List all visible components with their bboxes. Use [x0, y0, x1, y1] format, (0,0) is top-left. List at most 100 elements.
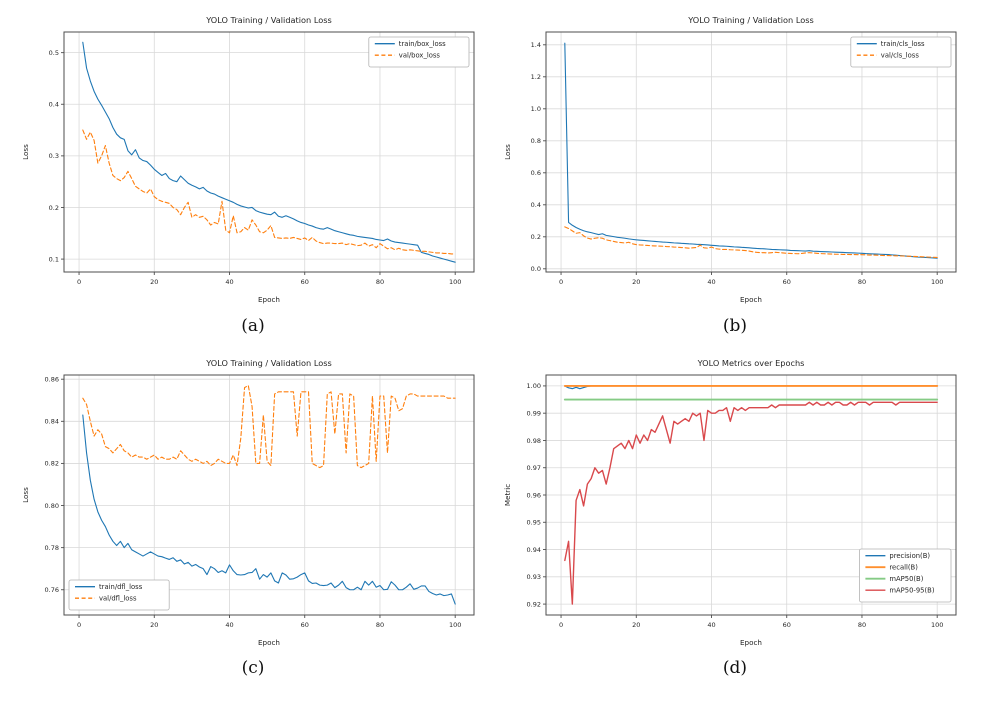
chart-b-canvas: 0 20 40 60 80 100 0.0 0.2 0.4 0.6 0.8 1.0 1.2 1.4 YOLO…	[503, 15, 957, 304]
series-train-dfl_loss	[82, 414, 456, 605]
x-tick-label: 20	[150, 278, 158, 286]
x-tick-label: 0	[559, 621, 563, 629]
y-axis-label: Metric	[503, 484, 512, 506]
x-axis-label: Epoch	[740, 295, 762, 304]
x-axis-label: Epoch	[258, 295, 280, 304]
x-tick-label: 20	[632, 621, 640, 629]
y-tick-label: 0.3	[49, 152, 59, 160]
legend-label-0: train/box_loss	[399, 40, 446, 48]
grid	[64, 375, 474, 615]
x-tick-label: 60	[301, 278, 309, 286]
y-axis-label: Loss	[21, 487, 30, 503]
y-tick-label: 0.4	[531, 201, 541, 209]
x-tick-label: 40	[225, 278, 233, 286]
legend: precision(B) recall(B) mAP50(B) mAP50-95(B)	[858, 548, 952, 603]
series-group	[564, 42, 938, 259]
x-tick-label: 60	[783, 621, 791, 629]
x-tick-label: 80	[376, 278, 384, 286]
y-tick-label: 0.5	[49, 49, 59, 57]
y-tick-label: 0.1	[49, 255, 59, 263]
chart-panel-d: 0 20 40 60 80 100 0.92 0.93 0.94 0.95 0.96 0.97 0.98…	[500, 353, 970, 653]
caption-a: (a)	[241, 316, 265, 336]
series-val-cls_loss	[564, 226, 938, 258]
chart-panel-b: 0 20 40 60 80 100 0.0 0.2 0.4 0.6 0.8 1.0 1.2 1.4 YOLO…	[500, 10, 970, 310]
y-tick-label: 0.76	[45, 586, 59, 594]
x-tick-label: 0	[559, 278, 563, 286]
x-tick-label: 40	[707, 278, 715, 286]
legend: train/box_loss val/box_loss	[368, 36, 470, 68]
x-tick-label: 0	[77, 278, 81, 286]
tick-labels: 0 20 40 60 80 100 0.1 0.2 0.3 0.4 0.5	[49, 49, 462, 286]
legend: train/dfl_loss val/dfl_loss	[68, 579, 170, 611]
series-mAP50-95-B	[564, 401, 938, 605]
axes-frame	[63, 31, 475, 273]
y-tick-label: 1.00	[527, 382, 541, 390]
legend-label-1: val/box_loss	[399, 52, 441, 60]
chart-title: YOLO Training / Validation Loss	[205, 358, 332, 368]
caption-b: (b)	[722, 316, 748, 336]
x-tick-label: 60	[783, 278, 791, 286]
chart-d-canvas: 0 20 40 60 80 100 0.92 0.93 0.94 0.95 0.96 0.97 0.98…	[503, 358, 957, 647]
y-tick-label: 0.92	[527, 600, 541, 608]
y-axis-label: Loss	[21, 144, 30, 160]
y-tick-label: 0.96	[527, 491, 541, 499]
x-tick-label: 80	[858, 278, 866, 286]
x-tick-label: 20	[150, 621, 158, 629]
y-tick-label: 0.84	[45, 418, 59, 426]
y-tick-label: 0.0	[531, 265, 541, 273]
legend-label-0: train/cls_loss	[881, 40, 925, 48]
y-tick-label: 1.4	[531, 41, 541, 49]
x-tick-label: 80	[858, 621, 866, 629]
x-tick-label: 40	[225, 621, 233, 629]
chart-a-canvas: 0 20 40 60 80 100 0.1 0.2 0.3 0.4 0.5 YOLO Training…	[21, 15, 475, 304]
y-tick-label: 0.97	[527, 464, 541, 472]
y-tick-label: 0.86	[45, 376, 59, 384]
y-tick-label: 0.2	[49, 204, 59, 212]
tick-labels: 0 20 40 60 80 100 0.0 0.2 0.4 0.6 0.8 1.0 1.2 1.4	[531, 41, 944, 286]
x-axis-label: Epoch	[740, 638, 762, 647]
tick-labels: 0 20 40 60 80 100 0.92 0.93 0.94 0.95 0.96 0.97 0.98…	[527, 382, 944, 629]
x-tick-label: 100	[931, 621, 943, 629]
y-tick-label: 1.2	[531, 73, 541, 81]
legend-label-1: recall(B)	[889, 564, 918, 572]
y-tick-label: 0.93	[527, 573, 541, 581]
series-val-dfl_loss	[82, 384, 456, 469]
y-tick-label: 0.82	[45, 460, 59, 468]
caption-d: (d)	[722, 658, 748, 678]
y-tick-label: 0.2	[531, 233, 541, 241]
x-tick-label: 40	[707, 621, 715, 629]
x-tick-label: 20	[632, 278, 640, 286]
x-tick-label: 100	[449, 278, 461, 286]
legend-label-1: val/dfl_loss	[99, 595, 137, 603]
x-tick-label: 80	[376, 621, 384, 629]
series-train-cls_loss	[564, 42, 938, 259]
legend-label-1: val/cls_loss	[881, 52, 920, 60]
legend-label-3: mAP50-95(B)	[889, 587, 934, 595]
chart-title: YOLO Metrics over Epochs	[697, 358, 805, 368]
series-group	[82, 41, 456, 263]
y-tick-label: 0.94	[527, 546, 541, 554]
y-tick-label: 1.0	[531, 105, 541, 113]
chart-title: YOLO Training / Validation Loss	[205, 15, 332, 25]
legend-label-2: mAP50(B)	[889, 575, 923, 583]
x-tick-label: 0	[77, 621, 81, 629]
y-tick-label: 0.80	[45, 502, 59, 510]
x-axis-label: Epoch	[258, 638, 280, 647]
legend-label-0: train/dfl_loss	[99, 583, 143, 591]
x-tick-label: 100	[449, 621, 461, 629]
chart-c-canvas: 0 20 40 60 80 100 0.76 0.78 0.80 0.82 0.84 0.86 YOLO…	[21, 358, 475, 647]
legend: train/cls_loss val/cls_loss	[850, 36, 952, 68]
y-tick-label: 0.98	[527, 437, 541, 445]
y-tick-label: 0.6	[531, 169, 541, 177]
series-train-box_loss	[82, 41, 456, 263]
chart-title: YOLO Training / Validation Loss	[687, 15, 814, 25]
series-group	[563, 384, 939, 605]
caption-c: (c)	[241, 658, 265, 678]
axes-frame	[63, 374, 475, 616]
series-group	[82, 384, 456, 605]
y-tick-label: 0.78	[45, 544, 59, 552]
y-tick-label: 0.4	[49, 101, 59, 109]
y-tick-label: 0.8	[531, 137, 541, 145]
axes-frame	[545, 31, 957, 273]
